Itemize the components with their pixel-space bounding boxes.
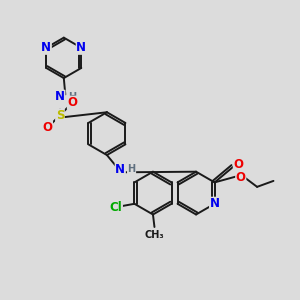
Text: N: N (115, 163, 125, 176)
Text: O: O (233, 158, 243, 171)
Text: N: N (210, 197, 220, 210)
Text: N: N (55, 90, 65, 103)
Text: H: H (128, 164, 136, 174)
Text: O: O (68, 96, 77, 109)
Text: N: N (41, 41, 51, 54)
Text: H: H (68, 92, 76, 102)
Text: Cl: Cl (110, 201, 122, 214)
Text: O: O (236, 171, 246, 184)
Text: S: S (56, 109, 64, 122)
Text: CH₃: CH₃ (145, 230, 164, 240)
Text: N: N (76, 41, 86, 54)
Text: O: O (43, 121, 52, 134)
